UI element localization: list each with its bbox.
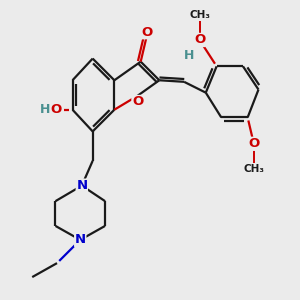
Text: O: O: [141, 26, 152, 39]
Text: N: N: [75, 233, 86, 246]
Text: O: O: [51, 103, 62, 116]
Text: N: N: [76, 179, 87, 192]
Text: O: O: [194, 34, 205, 46]
Text: CH₃: CH₃: [243, 164, 264, 174]
Text: H: H: [40, 103, 50, 116]
Text: O: O: [132, 95, 143, 109]
Text: H: H: [184, 49, 194, 62]
Text: O: O: [248, 137, 260, 150]
Text: CH₃: CH₃: [189, 10, 210, 20]
